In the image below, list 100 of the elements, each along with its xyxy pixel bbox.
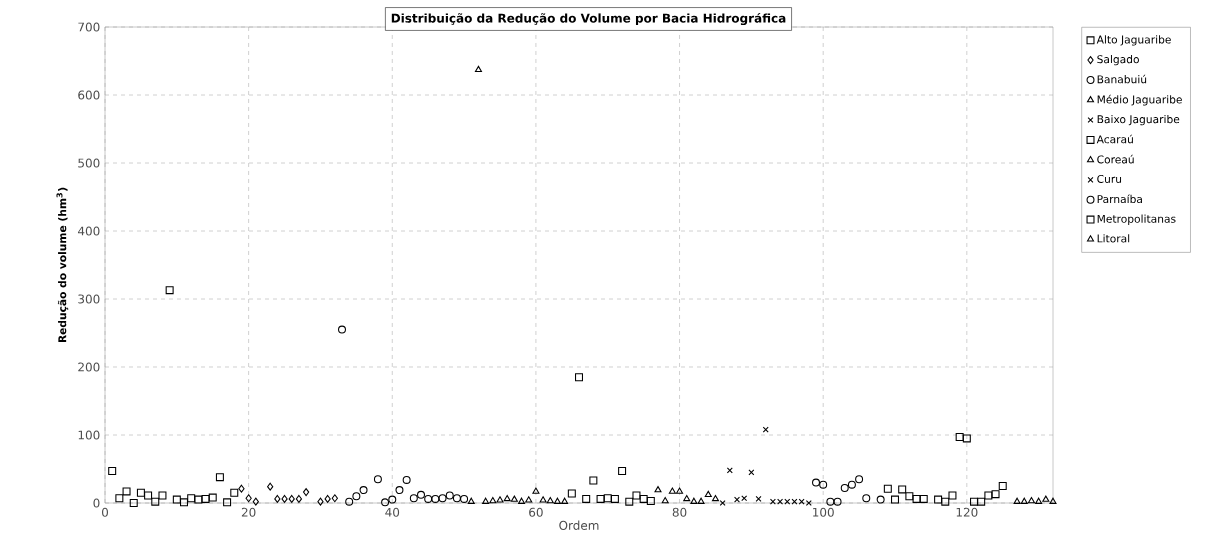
point (402, 475, 411, 484)
y-axis-title: Redução do volume (hm$^{3}$) (56, 187, 69, 343)
x-tick-label: 60 (529, 507, 543, 517)
point (194, 495, 203, 504)
point (676, 487, 684, 494)
point (755, 495, 762, 502)
point (948, 491, 957, 500)
y-tick-label: 700 (78, 22, 100, 32)
point (941, 497, 950, 506)
point (417, 490, 426, 499)
point (1027, 496, 1035, 504)
legend-label: Salgado (1097, 54, 1139, 66)
legend-label: Parnaíba (1097, 194, 1142, 204)
point (180, 498, 189, 507)
point (970, 497, 979, 506)
point (618, 467, 627, 476)
point (610, 494, 619, 503)
point (331, 494, 338, 503)
legend-label: Médio Jaguaribe (1097, 94, 1182, 106)
x-tick-label: 100 (813, 507, 834, 517)
point (596, 494, 605, 503)
point (317, 497, 324, 506)
point (1049, 497, 1057, 504)
point (646, 496, 655, 505)
point (553, 497, 561, 504)
point (977, 497, 986, 506)
point (230, 488, 239, 497)
point (115, 494, 124, 503)
point (819, 480, 828, 489)
legend-label: Acaraú (1096, 134, 1133, 144)
point (388, 495, 397, 504)
point (575, 373, 584, 382)
y-tick-label: 400 (77, 226, 100, 236)
point (726, 467, 733, 474)
point (898, 485, 907, 494)
point (267, 482, 274, 491)
point (826, 497, 835, 506)
y-tick-label: 500 (78, 158, 100, 168)
point (912, 494, 921, 503)
point (352, 492, 361, 501)
point (302, 488, 310, 497)
point (603, 494, 612, 503)
point (984, 491, 993, 500)
point (532, 487, 540, 494)
point (144, 491, 153, 500)
point (847, 480, 856, 489)
point (136, 488, 145, 497)
chart-title: Distribuição da Redução do Volume por Bacia Hidrográfica (391, 12, 786, 26)
point (201, 494, 210, 503)
point (252, 497, 259, 506)
point (711, 494, 719, 502)
point (482, 497, 490, 504)
legend-label: Baixo Jaguaribe (1097, 114, 1180, 126)
point (668, 487, 676, 494)
point (905, 492, 914, 501)
point (338, 325, 347, 334)
legend-label: Alto Jaguaribe (1096, 35, 1171, 46)
point (503, 494, 511, 502)
y-tick-label: 600 (78, 90, 100, 100)
point (245, 494, 252, 503)
point (934, 495, 943, 504)
point (719, 500, 726, 506)
point (683, 494, 691, 502)
point (122, 487, 131, 496)
point (108, 467, 117, 476)
point (1042, 495, 1050, 502)
point (445, 491, 454, 500)
point (431, 494, 440, 503)
point (373, 475, 382, 484)
x-tick-label: 40 (385, 507, 400, 517)
y-tick-label: 0 (93, 498, 100, 508)
point (395, 486, 404, 495)
legend-label: Coreaú (1097, 154, 1134, 164)
point (238, 484, 245, 493)
point (561, 497, 569, 504)
point (876, 495, 885, 504)
point (474, 65, 482, 73)
point (962, 434, 971, 443)
legend-label: Curu (1097, 174, 1122, 183)
point (862, 494, 871, 503)
point (324, 494, 331, 503)
point (883, 484, 892, 493)
point (1035, 497, 1043, 504)
point (158, 491, 167, 500)
point (955, 433, 964, 442)
point (151, 497, 160, 506)
point (460, 494, 469, 503)
point (833, 497, 842, 506)
point (467, 497, 475, 504)
point (223, 498, 232, 507)
point (424, 494, 433, 503)
x-axis-title: Ordem (559, 520, 599, 530)
y-tick-label: 300 (78, 294, 100, 304)
point (510, 495, 518, 502)
point (632, 491, 641, 500)
point (654, 486, 662, 493)
point (589, 476, 598, 485)
point (281, 494, 288, 503)
point (812, 478, 821, 487)
point (345, 497, 354, 506)
